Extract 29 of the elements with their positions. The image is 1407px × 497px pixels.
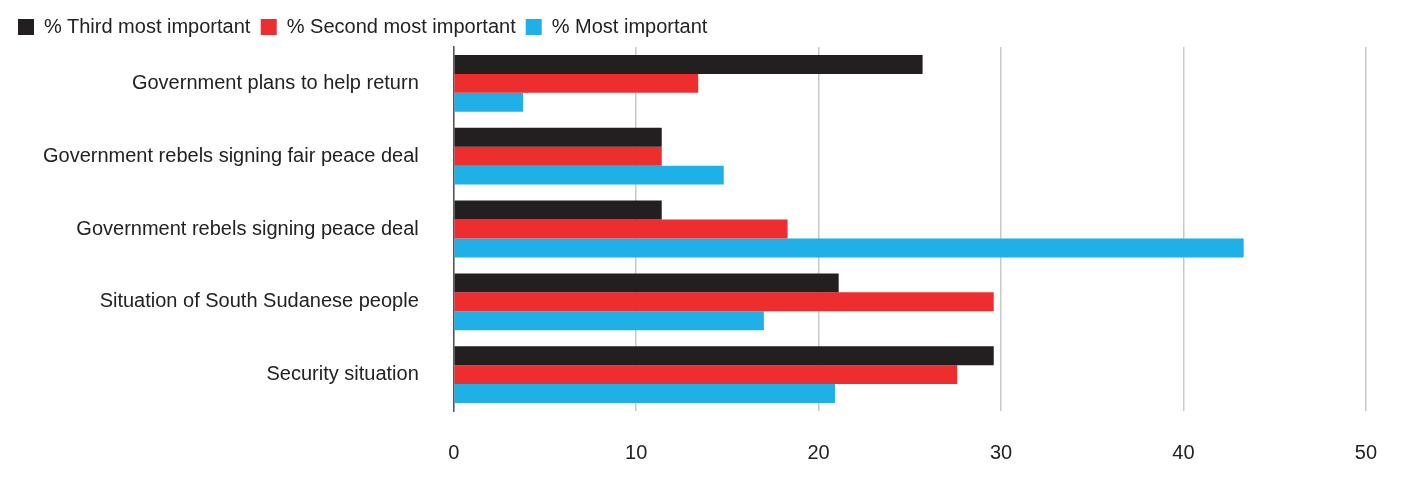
bar: [454, 219, 788, 239]
bar: [454, 92, 524, 112]
bar: [454, 127, 662, 147]
bar: [454, 146, 662, 166]
x-tick-label: 50: [1354, 440, 1377, 463]
bar: [454, 238, 1244, 258]
y-tick-label: Security situation: [266, 362, 419, 385]
bar: [454, 365, 958, 385]
bar: [454, 165, 724, 185]
legend-label: % Most important: [551, 14, 708, 37]
x-tick-label: 40: [1172, 440, 1195, 463]
y-tick-label: Government rebels signing fair peace deal: [42, 143, 419, 166]
legend-label: % Second most important: [286, 14, 517, 37]
legend-label: % Third most important: [44, 14, 251, 37]
bar: [454, 55, 923, 74]
y-tick-label: Government plans to help return: [131, 70, 419, 93]
x-tick-label: 30: [989, 440, 1013, 463]
bar: [454, 292, 994, 312]
y-tick-label: Situation of South Sudanese people: [99, 289, 419, 312]
bar: [454, 384, 836, 403]
x-tick-label: 20: [807, 440, 830, 463]
x-tick-label: 0: [448, 440, 460, 463]
x-tick-label: 10: [625, 440, 648, 463]
y-tick-label: Government rebels signing peace deal: [76, 216, 419, 239]
bar: [454, 273, 839, 293]
bar: [454, 200, 662, 220]
bar: [454, 346, 994, 366]
bar: [454, 311, 764, 331]
bar: [454, 73, 699, 93]
